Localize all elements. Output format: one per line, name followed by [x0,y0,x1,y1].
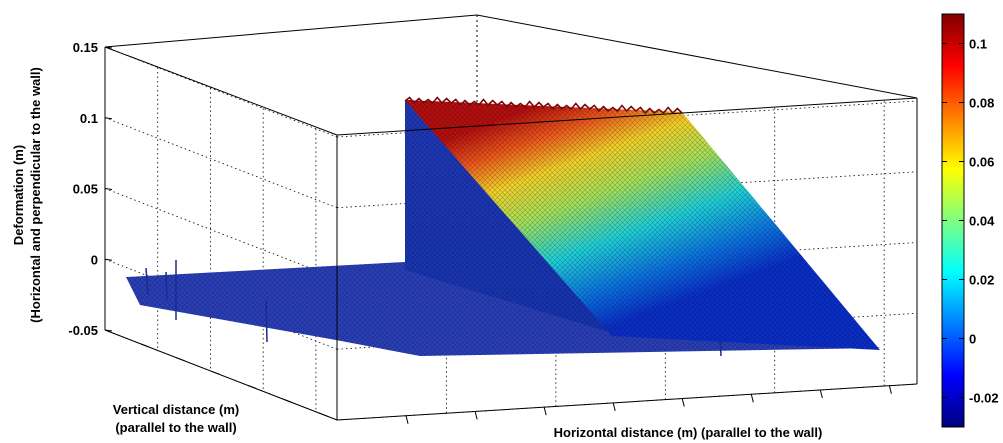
z-tick-mark [104,258,113,261]
z-tick-mark [104,188,113,190]
colorbar: 0.1 0.08 0.06 0.04 0.02 0 -0.02 [941,13,999,428]
x-tick-mark [405,415,409,424]
grid-line [104,258,338,350]
x-tick-mark [888,385,892,394]
y-tick-mark [176,357,185,362]
z-axis-ticks: -0.05 0 0.05 0.1 0.15 [68,40,113,338]
deformation-surface [126,96,880,357]
colorbar-tick-label: 0 [969,332,976,347]
z-tick-label: -0.05 [68,323,98,338]
bottom-axis-ticks [140,343,892,424]
y-tick-mark [140,343,149,348]
grid-line [104,188,338,279]
x-tick-mark [681,398,685,407]
y-tick-mark [318,412,328,417]
z-tick-mark [104,117,113,120]
colorbar-tick-label: -0.02 [969,391,999,406]
noise-spikes [145,260,722,357]
z-axis-label-line1: Deformation (m) [11,145,26,245]
z-tick-label: 0 [91,252,98,267]
colorbar-tick-label: 0.04 [969,214,995,229]
x-tick-mark [750,394,754,403]
x-tick-mark [612,402,616,411]
y-tick-mark [211,371,221,376]
z-tick-mark [104,46,113,49]
x-tick-mark [543,407,547,416]
x-axis-label: Horizontal distance (m) (parallel to the… [554,425,823,440]
y-axis-label-line2: (parallel to the wall) [115,420,236,435]
y-tick-mark [247,384,256,389]
grid-line [104,117,338,209]
z-axis-label-line2: (Horizontal and perpendicular to the wal… [28,67,43,323]
y-axis-label-line1: Vertical distance (m) [113,402,239,417]
z-tick-label: 0.1 [80,111,98,126]
colorbar-ticks: 0.1 0.08 0.06 0.04 0.02 0 -0.02 [942,37,999,406]
z-tick-label: 0.15 [73,40,98,55]
x-tick-mark [474,411,478,420]
surface-top-edge [404,96,683,115]
colorbar-tick-label: 0.1 [969,37,987,52]
colorbar-tick-label: 0.02 [969,273,994,288]
y-tick-mark [283,398,292,403]
colorbar-tick-label: 0.06 [969,155,994,170]
x-tick-mark [819,389,823,399]
z-tick-mark [104,329,113,332]
colorbar-tick-label: 0.08 [969,96,994,111]
z-tick-label: 0.05 [73,182,98,197]
